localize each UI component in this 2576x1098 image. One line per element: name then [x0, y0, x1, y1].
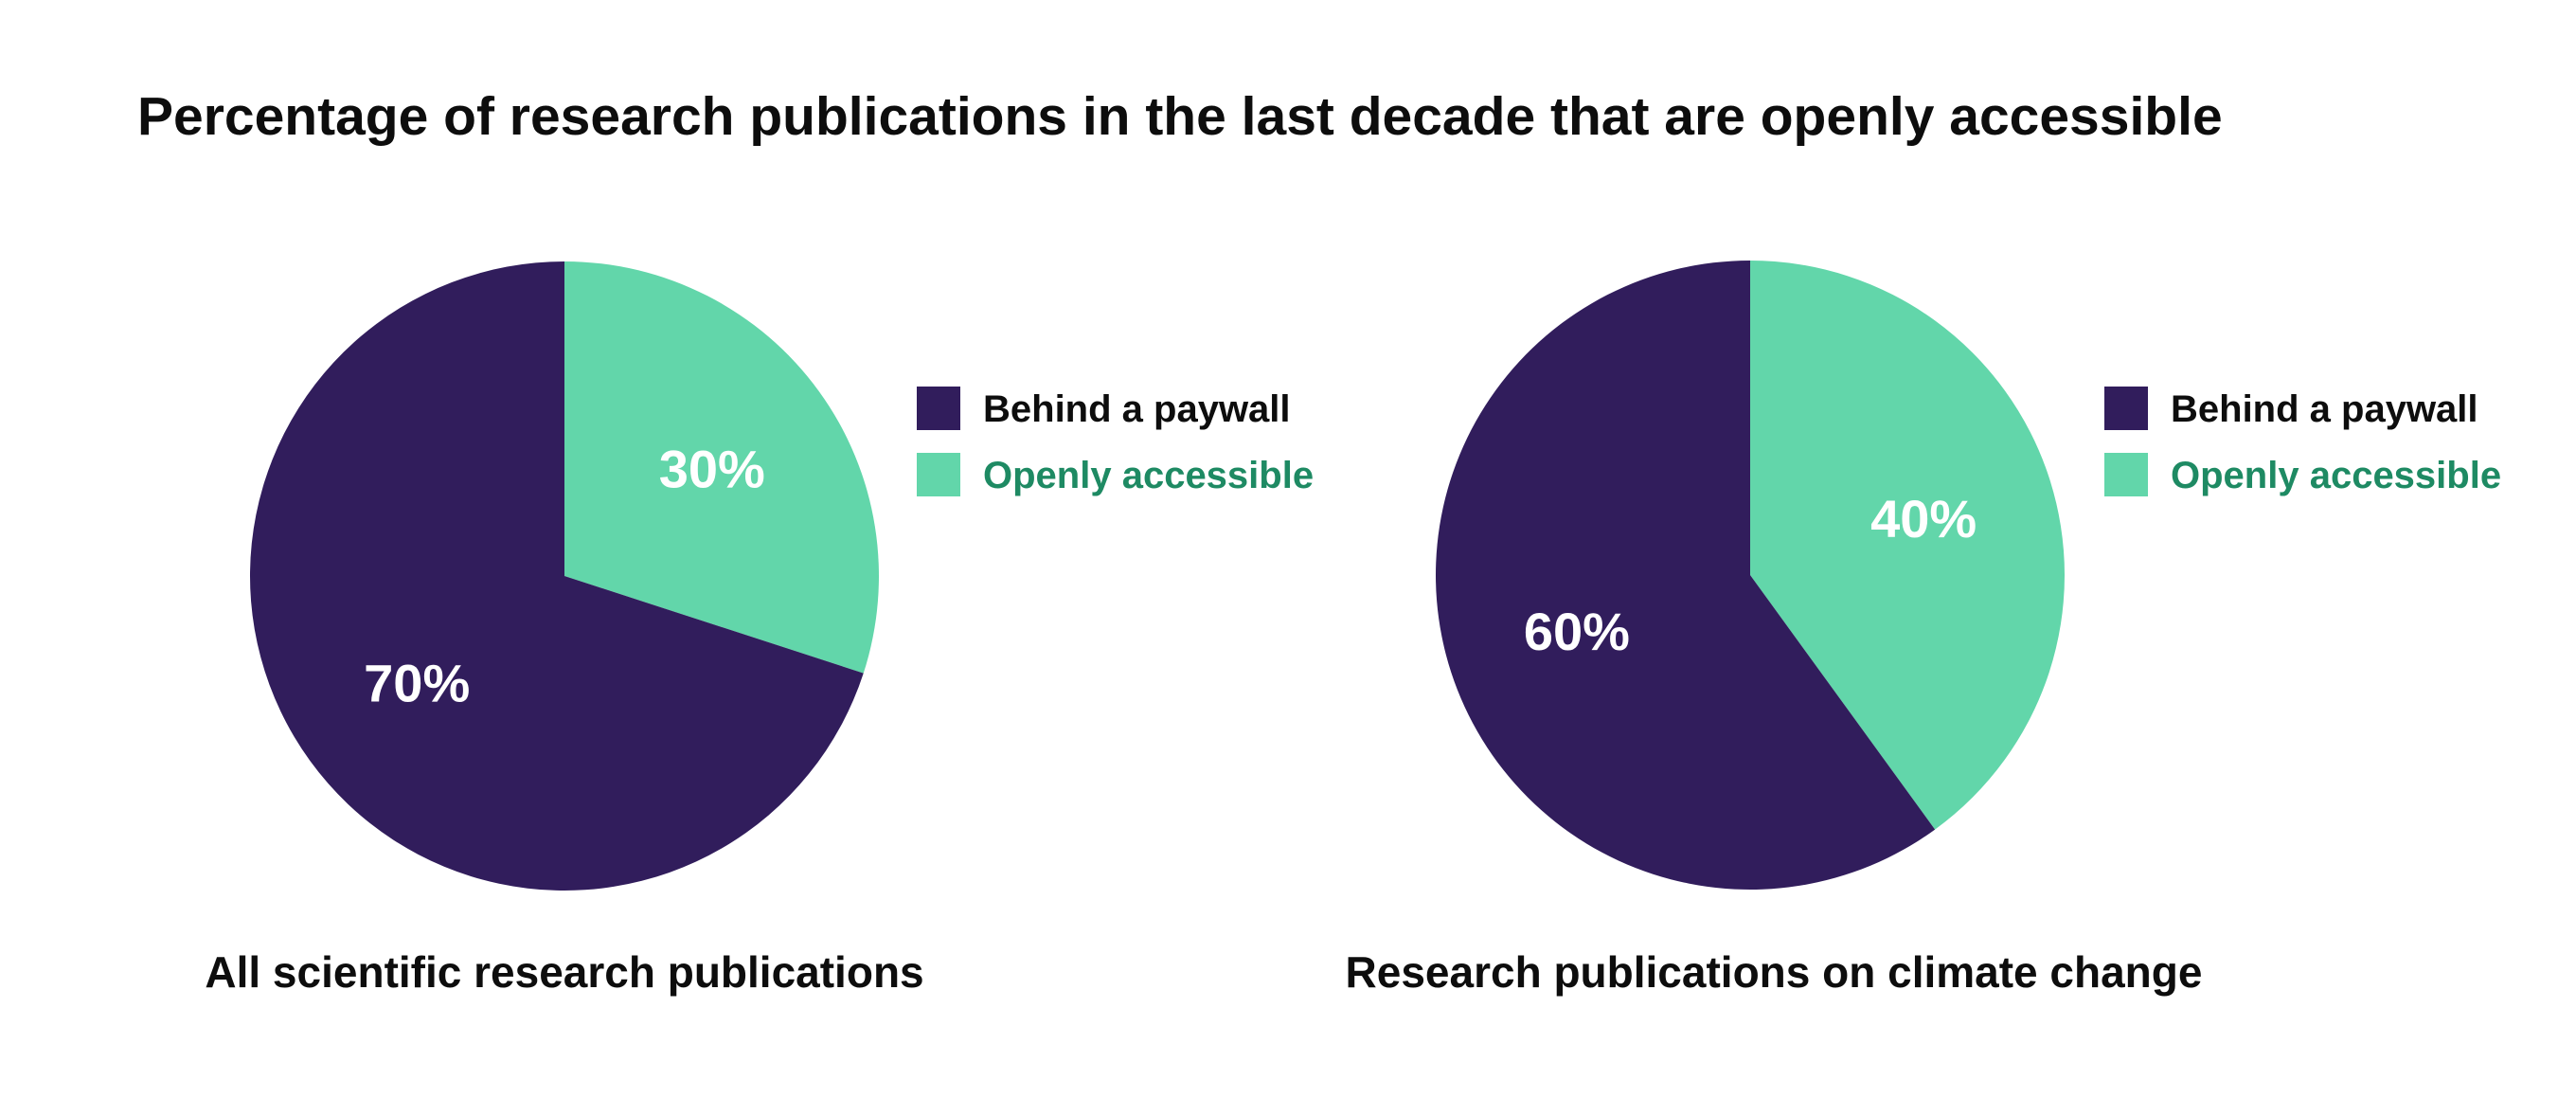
legend-label-openly-accessible: Openly accessible	[983, 455, 1314, 496]
chart-caption-2: Research publications on climate change	[1346, 947, 2203, 997]
legend-1: Behind a paywall Openly accessible	[917, 387, 1314, 496]
legend-label-behind-a-paywall: Behind a paywall	[983, 388, 1291, 430]
pie-slice-openly-accessible	[564, 261, 879, 674]
slice-label-openly-accessible: 40%	[1870, 489, 1977, 549]
slice-label-behind-a-paywall: 60%	[1524, 602, 1630, 661]
pie-slice-behind-a-paywall	[1435, 261, 1936, 890]
chart-title: Percentage of research publications in t…	[137, 86, 2223, 147]
legend-label-behind-a-paywall: Behind a paywall	[2171, 388, 2478, 430]
legend-swatch-behind-a-paywall	[917, 387, 960, 430]
slice-label-behind-a-paywall: 70%	[364, 654, 470, 713]
legend-swatch-openly-accessible	[917, 453, 960, 496]
pie-chart-1: 30% 70% Behind a paywall Openly accessible A…	[205, 261, 1314, 997]
legend-swatch-openly-accessible	[2104, 453, 2148, 496]
pie-slice-behind-a-paywall	[250, 261, 864, 891]
pie-slice-openly-accessible	[1750, 261, 2065, 830]
pie-chart-2: 40% 60% Behind a paywall Openly accessible R…	[1346, 261, 2501, 997]
legend-2: Behind a paywall Openly accessible	[2104, 387, 2501, 496]
slice-label-openly-accessible: 30%	[659, 439, 765, 498]
legend-swatch-behind-a-paywall	[2104, 387, 2148, 430]
legend-label-openly-accessible: Openly accessible	[2171, 455, 2501, 496]
chart-caption-1: All scientific research publications	[205, 947, 923, 997]
